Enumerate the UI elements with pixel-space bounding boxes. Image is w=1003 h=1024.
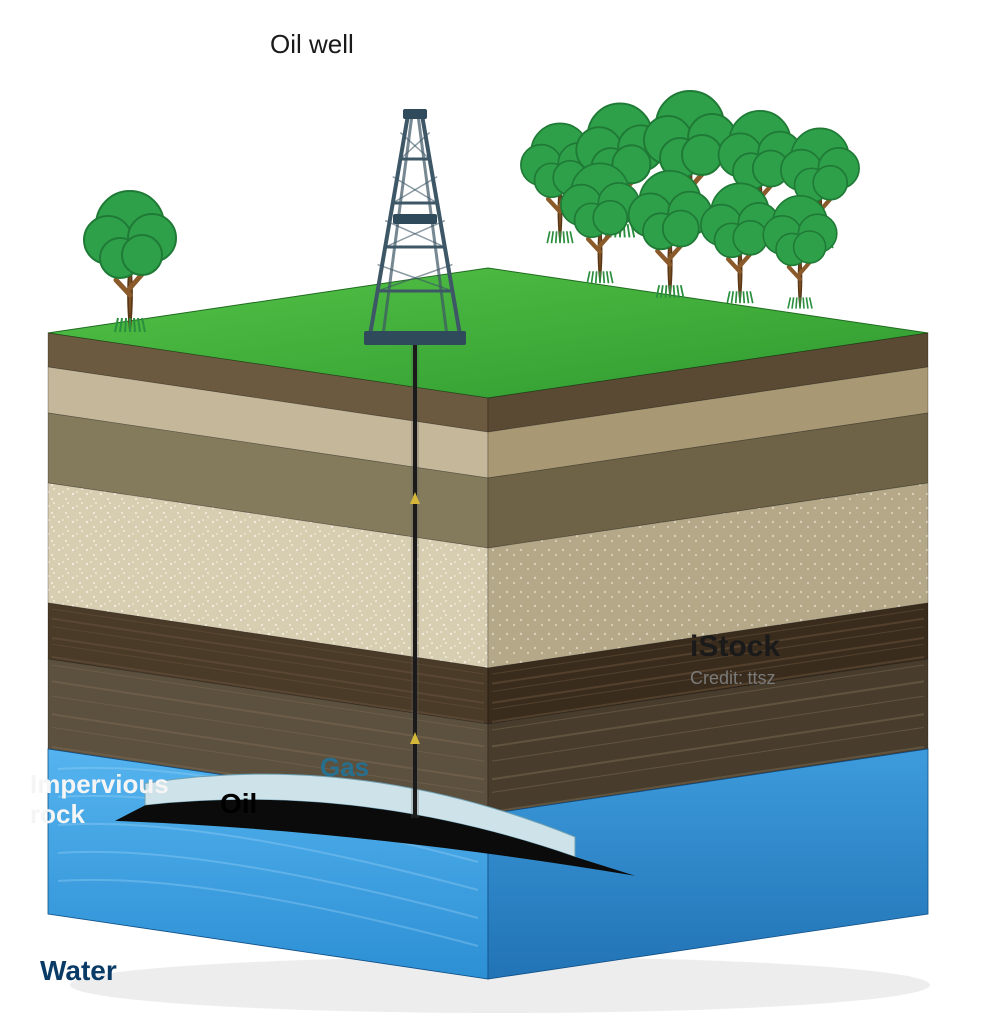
tree-icon (561, 163, 639, 283)
label-water: Water (40, 955, 117, 987)
watermark-credit-value: ttsz (747, 668, 775, 688)
tree-icon (84, 191, 176, 332)
tree-icon (763, 196, 837, 309)
derrick-icon (364, 109, 466, 345)
watermark-brand: iStock (690, 630, 780, 664)
label-oil: Oil (220, 788, 257, 820)
label-gas: Gas (320, 753, 369, 783)
tree-icon (629, 171, 712, 298)
surface-overlay (0, 0, 1003, 1024)
watermark-credit-label: Credit: (690, 668, 743, 688)
label-oil-well: Oil well (270, 30, 354, 60)
watermark: iStock Credit: ttsz (690, 630, 780, 689)
diagram-stage: Oil well Gas Oil Impervious rock Water i… (0, 0, 1003, 1024)
label-impervious-rock: Impervious rock (30, 770, 169, 830)
